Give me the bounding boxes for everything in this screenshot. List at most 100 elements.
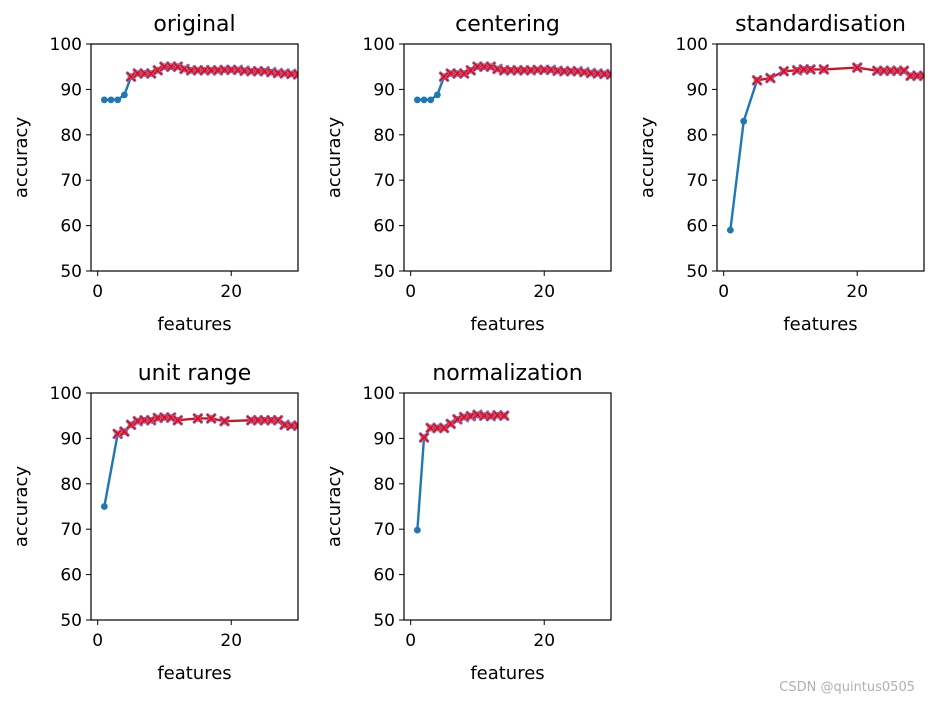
y-tick-label: 50 [686,262,708,282]
plot-area [726,62,924,234]
y-tick-label: 90 [60,80,82,100]
selected-point-marker [272,414,284,426]
x-tick-label: 0 [92,631,103,651]
y-tick-label: 80 [373,475,395,495]
selected-point-marker [498,410,510,421]
data-point [420,96,428,104]
x-tick-label: 0 [718,282,729,302]
selected-point-marker [605,69,611,80]
selected-point-marker [125,419,137,431]
selected-point-marker [778,65,790,77]
data-point [100,96,108,104]
x-axis-label: features [157,314,231,335]
y-tick-label: 100 [50,384,82,404]
plot-area [413,409,510,534]
selected-point-marker [805,64,816,75]
selected-point-marker [292,420,298,431]
x-tick-label: 20 [533,282,555,302]
data-point [413,526,421,534]
y-tick-label: 100 [363,384,395,404]
y-axis-label: accuracy [11,117,32,199]
y-tick-label: 90 [60,429,82,449]
series-line-all [729,66,924,231]
data-point [726,226,734,234]
x-tick-label: 20 [220,631,242,651]
chart-panel-3: standardisation 50 60 70 80 90 100 0 20 features a… [637,12,925,335]
y-tick-label: 100 [676,35,708,55]
y-tick-label: 50 [60,611,82,631]
selected-point-marker [465,65,477,76]
selected-point-marker [818,64,830,75]
y-tick-label: 70 [60,171,82,191]
plot-frame [403,43,612,272]
y-tick-label: 60 [373,566,395,586]
x-tick-label: 0 [405,631,416,651]
x-tick-label: 20 [846,282,868,302]
selected-point-marker [751,75,763,86]
x-axis-label: features [157,663,231,684]
selected-point-marker [438,422,450,434]
x-tick-label: 20 [220,282,242,302]
selected-point-marker [765,72,776,84]
y-tick-label: 90 [373,429,395,449]
x-axis-label: features [783,314,857,335]
y-tick-label: 80 [686,126,708,146]
x-axis-label: features [470,314,544,335]
y-tick-label: 70 [373,171,395,191]
selected-point-marker [438,71,450,82]
watermark: CSDN @quintus0505 [779,680,915,695]
y-axis-label: accuracy [637,117,658,199]
chart-title: unit range [138,361,252,386]
y-tick-label: 100 [363,35,395,55]
selected-point-marker [918,70,924,82]
selected-point-marker [851,62,863,73]
chart-title: original [153,12,235,37]
y-tick-label: 60 [686,217,708,237]
plot-frame [90,43,299,272]
data-point [100,503,108,510]
y-tick-label: 90 [686,80,708,100]
selected-point-marker [145,68,157,79]
y-tick-label: 60 [60,217,82,237]
x-tick-label: 0 [405,282,416,302]
series-line-all [416,413,505,531]
chart-title: standardisation [735,12,906,37]
chart-panel-2: centering 50 60 70 80 90 100 0 20 features accurac… [324,12,612,335]
y-axis-label: accuracy [11,466,32,548]
y-tick-label: 100 [50,35,82,55]
chart-panel-4: unit range 50 60 70 80 90 100 0 20 features accura… [11,361,299,684]
data-point [114,96,122,104]
plot-frame [403,392,612,621]
x-axis-label: features [470,663,544,684]
y-tick-label: 60 [373,217,395,237]
selected-point-marker [152,65,164,76]
selected-point-marker [458,68,470,79]
selected-point-marker [125,71,137,82]
plot-frame [90,392,299,621]
data-point [740,117,748,125]
chart-title: centering [455,12,560,37]
plot-frame [716,43,925,272]
data-point [433,91,441,99]
x-tick-label: 20 [533,631,555,651]
y-axis-label: accuracy [324,466,345,548]
selected-point-marker [192,413,204,424]
data-point [107,96,115,104]
y-tick-label: 70 [373,520,395,540]
y-tick-label: 90 [373,80,395,100]
x-tick-label: 0 [92,282,103,302]
data-point [120,91,128,99]
y-tick-label: 70 [60,520,82,540]
selected-point-marker [205,413,217,424]
y-tick-label: 60 [60,566,82,586]
selected-point-marker [172,414,184,426]
chart-panel-1: original 50 60 70 80 90 100 0 20 features accuracy [11,12,299,335]
data-point [427,96,435,104]
plot-area [413,61,611,104]
chart-panel-5: normalization 50 60 70 80 90 100 0 20 features acc… [324,361,612,684]
y-tick-label: 80 [373,126,395,146]
selected-point-marker [418,432,430,443]
y-axis-label: accuracy [324,117,345,199]
selected-point-marker [292,69,298,80]
